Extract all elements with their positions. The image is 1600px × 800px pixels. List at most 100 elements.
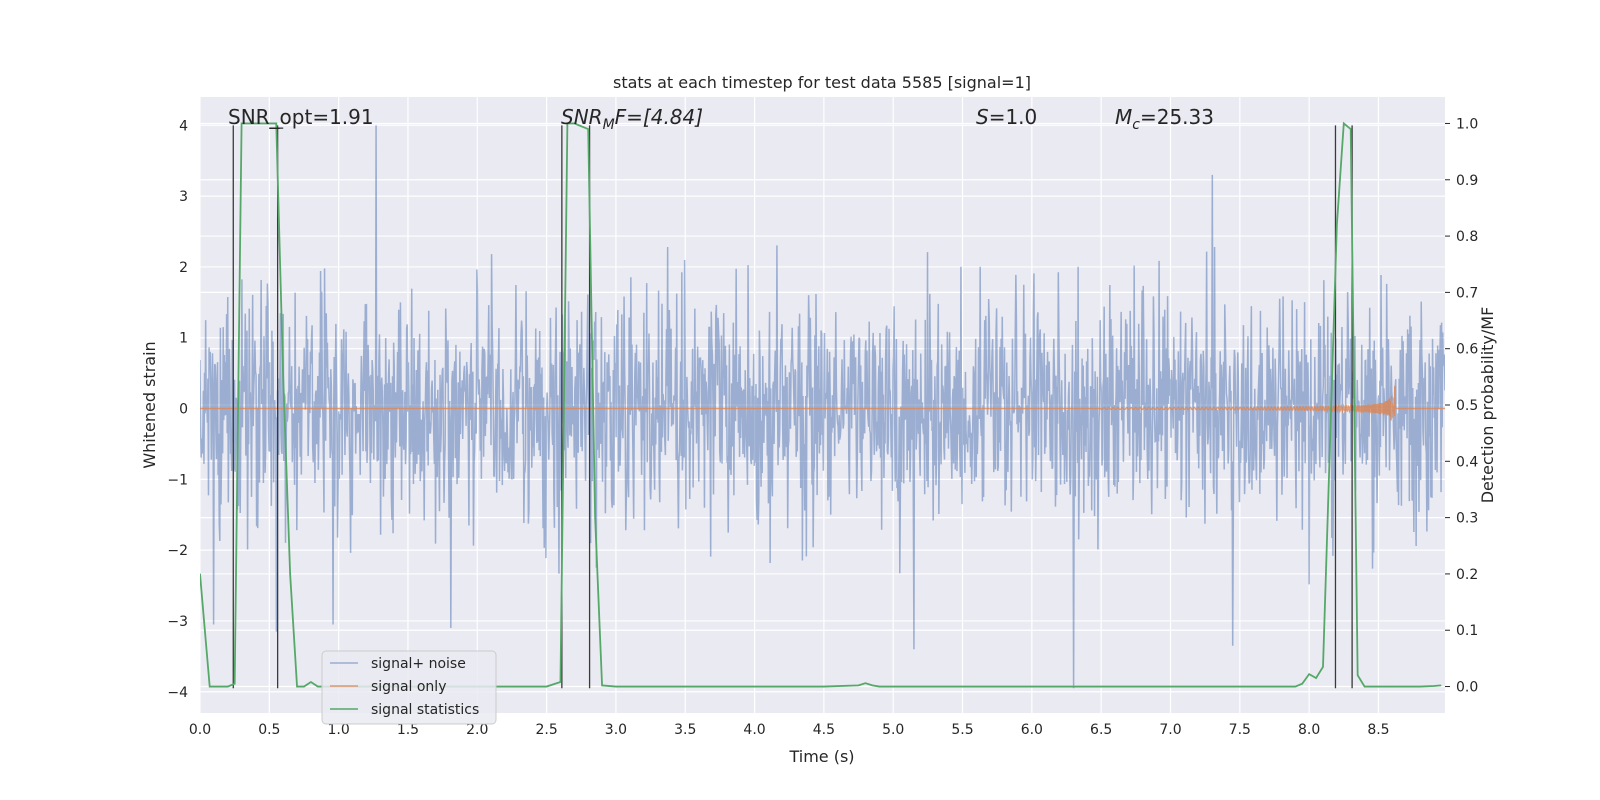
stat-point bbox=[1322, 666, 1324, 668]
y-left-tick-label: 2 bbox=[179, 260, 188, 276]
x-tick-label: 6.5 bbox=[1090, 722, 1112, 738]
stat-point bbox=[1294, 685, 1296, 688]
x-tick-label: 5.5 bbox=[951, 722, 973, 738]
stat-point bbox=[227, 685, 229, 688]
x-tick-label: 4.5 bbox=[813, 722, 835, 738]
annotation-snr-opt: SNR_opt=1.91 bbox=[228, 105, 374, 129]
stat-point bbox=[594, 517, 596, 519]
stat-point bbox=[1169, 685, 1172, 688]
legend: signal+ noise signal only signal statist… bbox=[321, 650, 497, 725]
legend-label-signal-statistics: signal statistics bbox=[371, 702, 479, 718]
y-left-axis-label: Whitened strain bbox=[140, 341, 159, 468]
legend-label-signal-only: signal only bbox=[371, 679, 446, 695]
stat-point bbox=[961, 685, 964, 688]
stat-point bbox=[254, 122, 257, 125]
y-left-tick-label: −3 bbox=[167, 614, 188, 630]
stat-point bbox=[282, 376, 284, 378]
y-right-tick-label: 0.0 bbox=[1456, 680, 1478, 696]
stat-point bbox=[209, 685, 211, 688]
x-tick-label: 1.5 bbox=[397, 722, 419, 738]
stat-point bbox=[1308, 673, 1310, 675]
x-tick-label: 8.5 bbox=[1367, 722, 1389, 738]
series-signal-only bbox=[200, 386, 1445, 421]
chart-title: stats at each timestep for test data 558… bbox=[613, 73, 1031, 92]
stat-point bbox=[559, 681, 562, 683]
y-right-axis-ticks: 0.0 0.1 0.2 0.3 0.4 0.5 0.6 0.7 0.8 0.9 1.0 bbox=[1445, 116, 1478, 696]
annotation-mc-value: =25.33 bbox=[1140, 105, 1214, 129]
stat-point bbox=[220, 685, 222, 688]
stat-point bbox=[310, 681, 312, 683]
annotation-snr-mf: SNRMF=[4.84] bbox=[561, 105, 703, 133]
stat-point bbox=[1405, 685, 1407, 688]
stat-point bbox=[1239, 685, 1241, 688]
stat-point bbox=[1363, 685, 1366, 688]
stat-point bbox=[1391, 685, 1393, 688]
stat-point bbox=[587, 128, 589, 130]
x-tick-label: 2.5 bbox=[535, 722, 557, 738]
annotation-s-value: =1.0 bbox=[989, 105, 1038, 129]
annotation-s-symbol: S bbox=[976, 105, 989, 129]
stat-point bbox=[857, 684, 860, 687]
y-left-tick-label: −4 bbox=[167, 685, 188, 701]
stat-point bbox=[275, 122, 277, 125]
stat-point bbox=[200, 573, 201, 575]
stat-point bbox=[289, 573, 291, 575]
y-right-tick-label: 0.8 bbox=[1456, 229, 1478, 245]
stat-point bbox=[1301, 683, 1303, 685]
stat-point bbox=[823, 685, 825, 688]
y-left-axis-ticks: −4 −3 −2 −1 0 1 2 3 4 bbox=[167, 118, 188, 700]
x-tick-label: 8.0 bbox=[1298, 722, 1320, 738]
x-axis-ticks: 0.0 0.5 1.0 1.5 2.0 2.5 3.0 3.5 4.0 4.5 5.0 5.5 6.0 6… bbox=[189, 722, 1390, 738]
stat-point bbox=[317, 685, 319, 688]
stat-point bbox=[546, 685, 548, 688]
series-signal-noise bbox=[200, 125, 1445, 689]
annotation-s: S=1.0 bbox=[976, 105, 1037, 129]
stat-point bbox=[1315, 677, 1317, 679]
y-left-tick-label: 0 bbox=[179, 402, 188, 418]
stat-point bbox=[1343, 122, 1345, 125]
annotation-mc-subscript: c bbox=[1132, 117, 1140, 133]
x-tick-label: 1.0 bbox=[328, 722, 350, 738]
y-right-tick-label: 0.5 bbox=[1456, 398, 1478, 414]
stat-point bbox=[878, 685, 880, 688]
y-left-tick-label: 1 bbox=[179, 331, 188, 347]
stat-point bbox=[268, 122, 270, 125]
y-right-tick-label: 0.1 bbox=[1456, 623, 1478, 639]
y-right-tick-label: 0.3 bbox=[1456, 511, 1478, 527]
x-axis-label: Time (s) bbox=[788, 747, 854, 766]
stat-point bbox=[1350, 128, 1352, 130]
stat-point bbox=[1357, 674, 1359, 676]
stat-point bbox=[1031, 685, 1033, 688]
y-left-tick-label: −2 bbox=[167, 543, 188, 559]
x-tick-label: 7.0 bbox=[1159, 722, 1181, 738]
y-right-tick-label: 0.2 bbox=[1456, 567, 1478, 583]
y-right-tick-label: 0.4 bbox=[1456, 454, 1478, 470]
series-signal-statistics bbox=[200, 121, 1442, 688]
y-right-axis-label: Detection probability/MF bbox=[1478, 307, 1497, 504]
stat-point bbox=[753, 685, 756, 688]
stat-point bbox=[601, 684, 603, 687]
annotation-snr-mf-symbol: SNR bbox=[561, 105, 603, 129]
y-right-tick-label: 1.0 bbox=[1456, 116, 1478, 132]
stat-point bbox=[303, 685, 305, 688]
stat-point bbox=[615, 685, 617, 688]
y-right-tick-label: 0.7 bbox=[1456, 285, 1478, 301]
x-tick-label: 2.0 bbox=[466, 722, 488, 738]
x-tick-label: 3.5 bbox=[674, 722, 696, 738]
stat-point bbox=[1377, 685, 1380, 688]
stat-point bbox=[234, 683, 236, 685]
x-tick-label: 0.0 bbox=[189, 722, 211, 738]
stat-point bbox=[573, 122, 575, 125]
stat-point bbox=[1419, 685, 1421, 688]
x-tick-label: 5.0 bbox=[882, 722, 904, 738]
y-left-tick-label: 3 bbox=[179, 189, 188, 205]
legend-label-signal-noise: signal+ noise bbox=[371, 656, 466, 672]
x-tick-label: 3.0 bbox=[605, 722, 627, 738]
stat-point bbox=[240, 122, 243, 125]
stat-point bbox=[1440, 684, 1442, 687]
annotation-mc: Mc=25.33 bbox=[1115, 105, 1214, 133]
line-signal-only bbox=[200, 386, 1445, 421]
legend-box bbox=[321, 650, 497, 725]
x-tick-label: 4.0 bbox=[743, 722, 765, 738]
